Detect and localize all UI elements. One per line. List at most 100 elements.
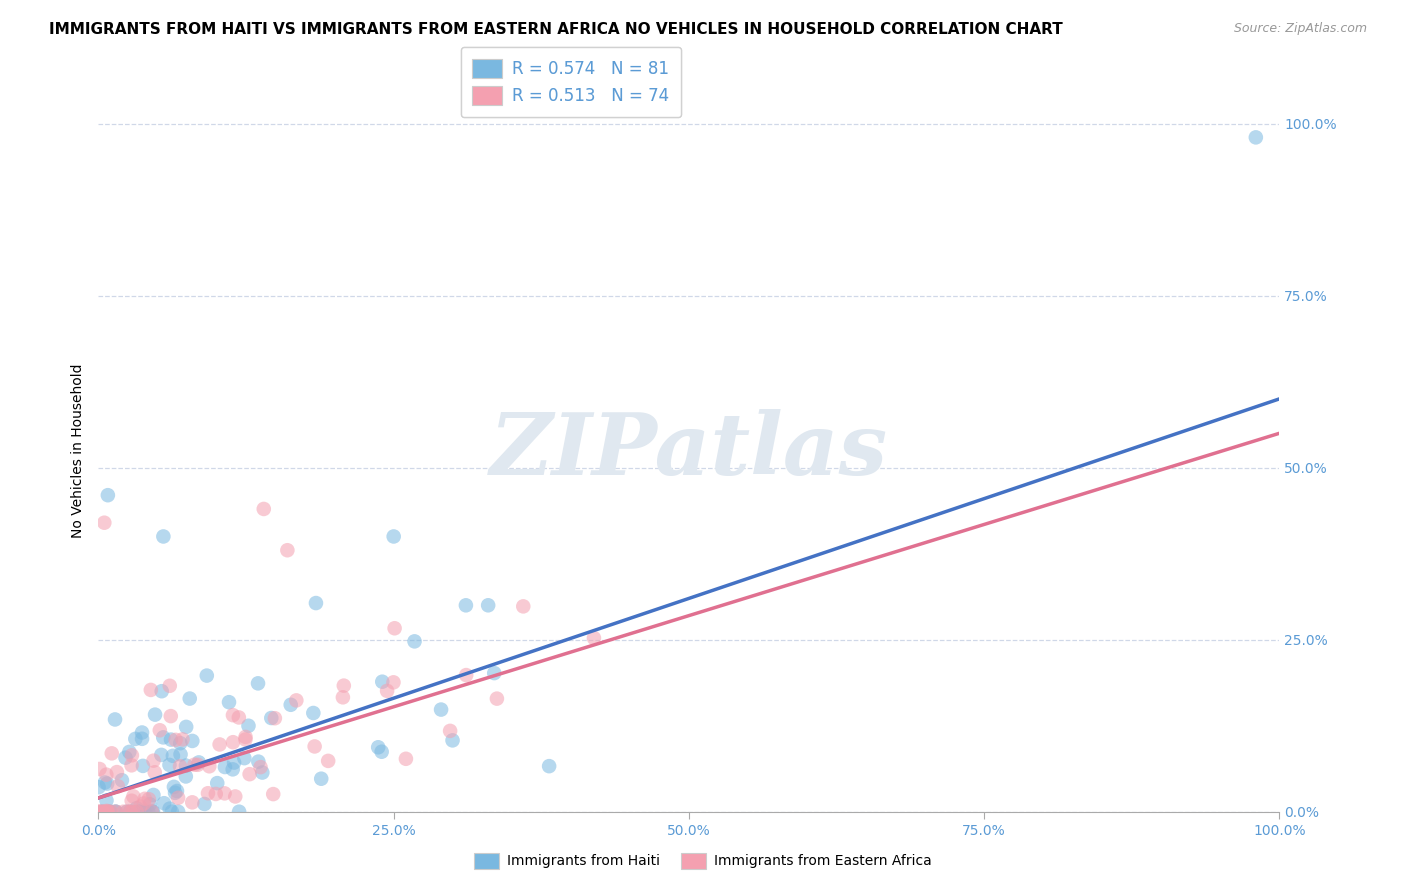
Point <box>132 797 155 811</box>
Point <box>370 745 392 759</box>
Point <box>222 756 245 770</box>
Point <box>143 765 166 780</box>
Point <box>193 797 215 811</box>
Point <box>131 725 153 739</box>
Point <box>235 730 257 744</box>
Point <box>195 668 218 682</box>
Point <box>111 773 134 788</box>
Point <box>404 634 426 648</box>
Point <box>238 719 260 733</box>
Point <box>222 735 245 749</box>
Point <box>128 805 150 819</box>
Point <box>120 805 142 819</box>
Point <box>124 731 146 746</box>
Point <box>280 698 302 712</box>
Point <box>169 747 191 762</box>
Point <box>134 792 156 806</box>
Point <box>159 758 181 772</box>
Point <box>143 707 166 722</box>
Point <box>149 723 172 738</box>
Point <box>276 543 298 558</box>
Point <box>174 720 197 734</box>
Point <box>125 805 148 819</box>
Legend: Immigrants from Haiti, Immigrants from Eastern Africa: Immigrants from Haiti, Immigrants from E… <box>468 847 938 874</box>
Point <box>100 747 122 761</box>
Point <box>538 759 561 773</box>
Point <box>159 679 181 693</box>
Point <box>90 805 112 819</box>
Point <box>371 674 394 689</box>
Point <box>172 732 194 747</box>
Point <box>141 805 163 819</box>
Point <box>96 805 118 819</box>
Point <box>222 708 245 723</box>
Point <box>214 786 236 800</box>
Point <box>138 792 160 806</box>
Point <box>249 760 271 774</box>
Point <box>382 529 405 543</box>
Point <box>228 805 250 819</box>
Point <box>239 767 262 781</box>
Point <box>98 805 121 819</box>
Point <box>208 738 231 752</box>
Point <box>96 793 118 807</box>
Point <box>395 752 418 766</box>
Point <box>104 713 127 727</box>
Point <box>439 723 461 738</box>
Point <box>484 666 506 681</box>
Point <box>96 776 118 790</box>
Point <box>120 805 142 819</box>
Point <box>262 787 284 801</box>
Point <box>150 747 173 762</box>
Point <box>87 780 110 794</box>
Point <box>91 805 114 819</box>
Point <box>139 682 162 697</box>
Point <box>153 796 176 810</box>
Point <box>104 805 127 819</box>
Point <box>197 786 219 800</box>
Point <box>104 805 127 819</box>
Point <box>112 805 135 819</box>
Point <box>139 797 162 812</box>
Point <box>167 805 190 819</box>
Point <box>141 805 163 819</box>
Text: Source: ZipAtlas.com: Source: ZipAtlas.com <box>1233 22 1367 36</box>
Point <box>333 679 356 693</box>
Point <box>316 754 339 768</box>
Point <box>114 750 136 764</box>
Point <box>247 676 270 690</box>
Point <box>309 772 332 786</box>
Point <box>263 711 285 725</box>
Point <box>382 675 405 690</box>
Point <box>441 733 464 747</box>
Point <box>233 751 256 765</box>
Point <box>159 709 181 723</box>
Point <box>93 516 115 530</box>
Point <box>169 736 191 750</box>
Point <box>169 759 191 773</box>
Point <box>121 794 143 808</box>
Point <box>187 756 209 770</box>
Point <box>122 805 145 819</box>
Point <box>512 599 534 614</box>
Point <box>228 710 250 724</box>
Point <box>183 757 205 772</box>
Point <box>218 695 240 709</box>
Point <box>181 795 204 809</box>
Y-axis label: No Vehicles in Household: No Vehicles in Household <box>72 363 86 538</box>
Point <box>204 787 226 801</box>
Text: ZIPatlas: ZIPatlas <box>489 409 889 492</box>
Point <box>105 765 128 780</box>
Point <box>121 758 143 772</box>
Point <box>214 760 236 774</box>
Point <box>122 789 145 804</box>
Point <box>456 668 478 682</box>
Point <box>179 691 201 706</box>
Point <box>165 786 187 800</box>
Point <box>207 776 229 790</box>
Point <box>367 740 389 755</box>
Point <box>247 755 270 769</box>
Point <box>384 621 406 635</box>
Point <box>104 805 127 819</box>
Point <box>142 805 165 819</box>
